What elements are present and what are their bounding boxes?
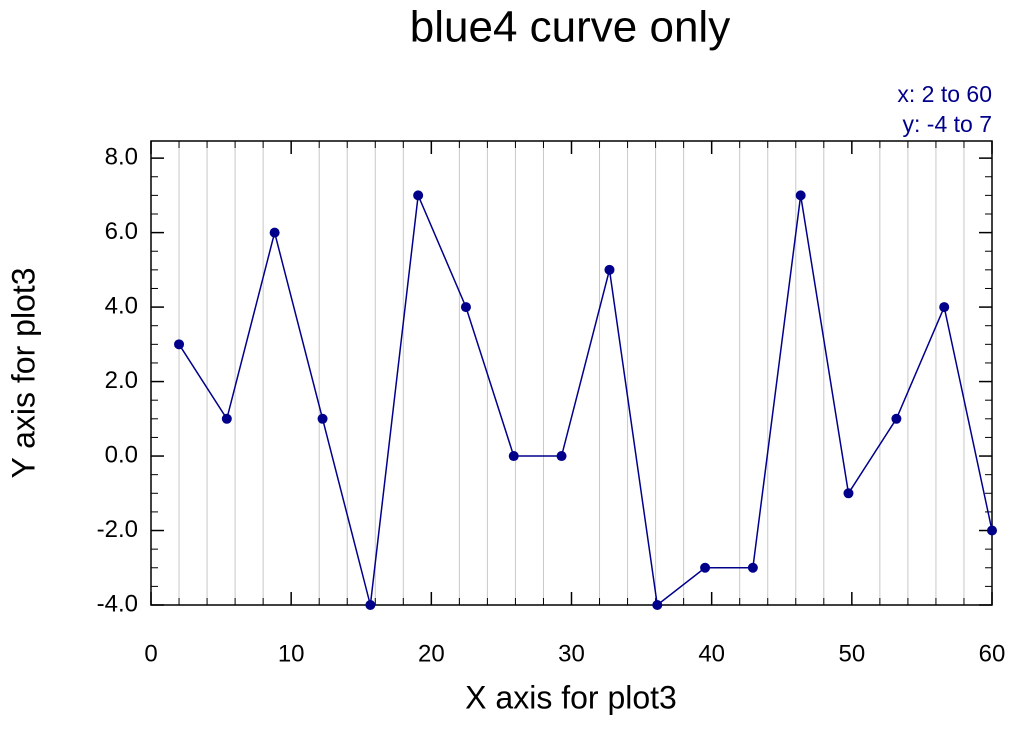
data-point xyxy=(700,562,711,573)
y-tick-label: -4.0 xyxy=(97,590,138,617)
y-tick-label: 6.0 xyxy=(105,218,138,245)
y-tick-label: -2.0 xyxy=(97,516,138,543)
plot-frame xyxy=(150,140,993,606)
data-point xyxy=(269,227,280,238)
y-tick-label: 4.0 xyxy=(105,292,138,319)
data-point xyxy=(747,562,758,573)
y-tick-label: 0.0 xyxy=(105,441,138,468)
data-point xyxy=(652,600,663,610)
x-tick-label: 10 xyxy=(278,640,305,667)
x-tick-label: 0 xyxy=(144,640,157,667)
data-point xyxy=(460,302,471,313)
data-point xyxy=(365,600,376,610)
data-point xyxy=(987,525,997,536)
data-point xyxy=(221,413,232,424)
x-tick-label: 50 xyxy=(838,640,865,667)
data-point xyxy=(939,302,950,313)
x-tick-label: 60 xyxy=(979,640,1006,667)
data-point xyxy=(413,190,424,201)
data-point xyxy=(556,451,567,462)
data-point xyxy=(795,190,806,201)
y-axis-label: Y axis for plot3 xyxy=(5,267,41,478)
x-tick-label: 40 xyxy=(698,640,725,667)
data-point xyxy=(317,413,328,424)
x-axis-label: X axis for plot3 xyxy=(465,679,677,715)
x-tick-label: 20 xyxy=(418,640,445,667)
data-point xyxy=(508,451,519,462)
chart-title: blue4 curve only xyxy=(410,3,730,52)
x-tick-label: 30 xyxy=(558,640,585,667)
data-point xyxy=(604,264,615,275)
data-point xyxy=(891,413,902,424)
annotation: y: -4 to 7 xyxy=(903,111,992,137)
annotation: x: 2 to 60 xyxy=(897,81,992,107)
data-point xyxy=(843,488,854,499)
data-point xyxy=(174,339,185,350)
y-tick-label: 2.0 xyxy=(105,367,138,394)
series-line xyxy=(178,192,993,607)
y-tick-label: 8.0 xyxy=(105,143,138,170)
